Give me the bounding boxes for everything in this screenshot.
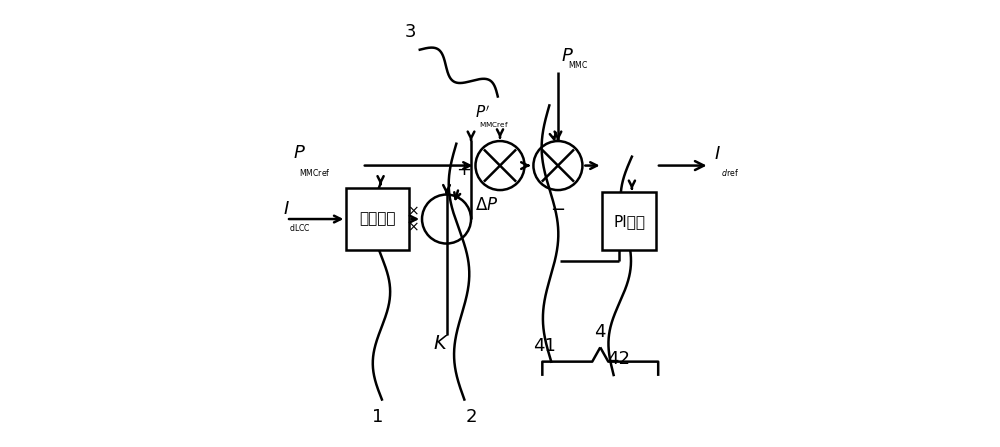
- Text: 3: 3: [405, 23, 417, 41]
- Text: $\Delta P$: $\Delta P$: [475, 196, 498, 214]
- Text: 41: 41: [533, 337, 556, 355]
- Text: 微分环节: 微分环节: [359, 211, 396, 227]
- Text: $_\mathrm{MMCref}$: $_\mathrm{MMCref}$: [299, 168, 331, 180]
- Text: $P$: $P$: [561, 47, 574, 65]
- Text: $_\mathrm{MMCref}$: $_\mathrm{MMCref}$: [479, 120, 509, 130]
- Text: $_\mathrm{dLCC}$: $_\mathrm{dLCC}$: [289, 223, 311, 235]
- Text: ×: ×: [407, 220, 418, 234]
- Text: $K$: $K$: [433, 334, 449, 353]
- Text: $_{d\mathrm{ref}}$: $_{d\mathrm{ref}}$: [721, 168, 739, 180]
- Text: $P$: $P$: [293, 144, 306, 162]
- Bar: [346, 188, 409, 250]
- Text: 42: 42: [607, 350, 630, 368]
- Text: $_\mathrm{MMC}$: $_\mathrm{MMC}$: [568, 59, 588, 72]
- Text: $I$: $I$: [714, 145, 721, 163]
- Text: ×: ×: [407, 205, 418, 219]
- Text: $P'$: $P'$: [475, 105, 491, 121]
- Bar: [602, 192, 656, 250]
- Text: 4: 4: [595, 323, 606, 341]
- Text: 2: 2: [465, 409, 477, 426]
- Text: −: −: [550, 201, 565, 219]
- Text: PI环节: PI环节: [613, 214, 645, 229]
- Text: +: +: [456, 161, 471, 179]
- Text: 1: 1: [372, 409, 383, 426]
- Text: $I$: $I$: [283, 200, 290, 218]
